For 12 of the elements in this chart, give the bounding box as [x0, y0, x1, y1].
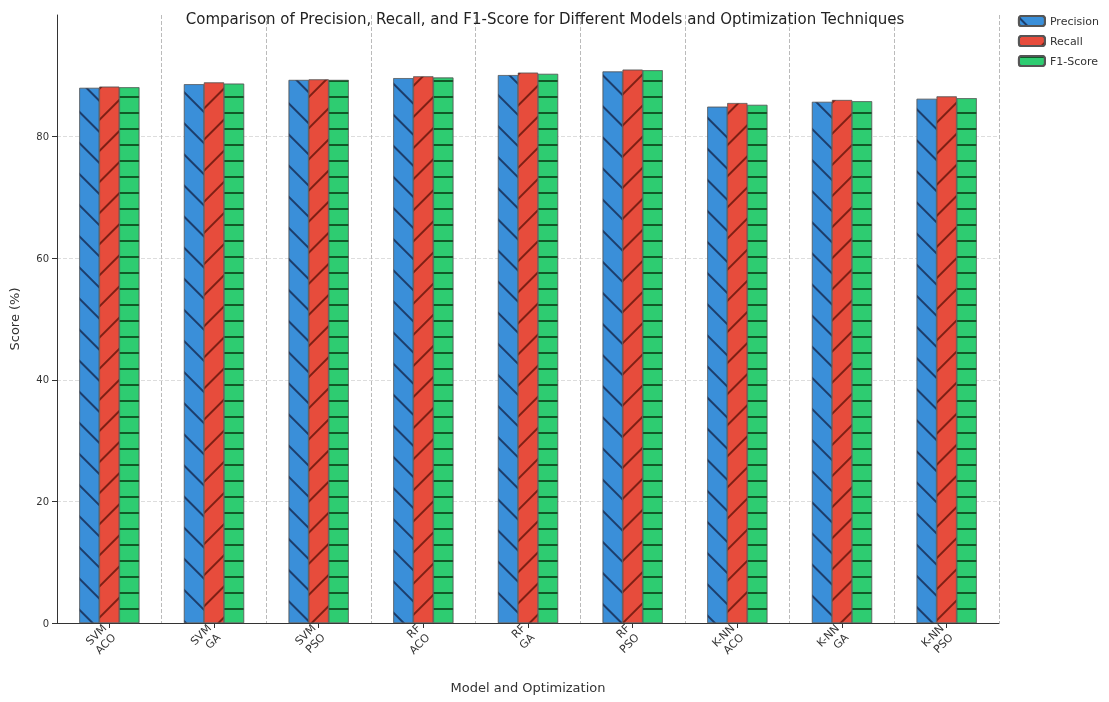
x-axis-title: Model and Optimization: [450, 680, 606, 695]
y-tick-label: 40: [36, 374, 49, 386]
x-tick-label: RF GA: [508, 621, 538, 652]
legend-label: Recall: [1049, 34, 1083, 48]
y-axis-title: Score (%): [7, 287, 22, 351]
y-tick-label: 60: [36, 252, 49, 264]
chart-title: Comparison of Precision, Recall, and F1-Score for Different Models and Optimization Techniques: [185, 9, 905, 28]
legend-label: F1-Score: [1049, 54, 1099, 68]
y-tick-label: 80: [36, 131, 49, 143]
y-tick-label: 20: [36, 495, 49, 507]
y-tick-label: 0: [42, 617, 49, 629]
legend-label: Precision: [1049, 14, 1100, 28]
